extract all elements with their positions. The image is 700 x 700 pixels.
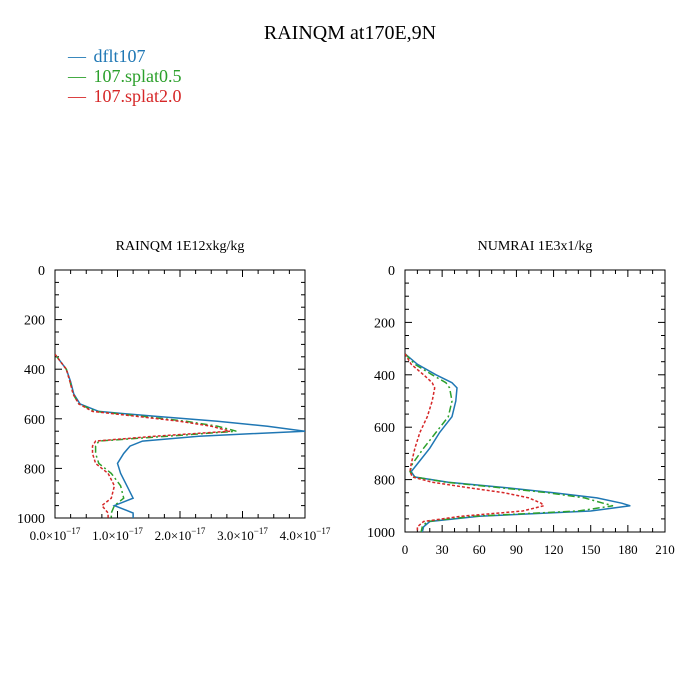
x-tick-label: 0.0×10−17	[30, 526, 81, 543]
legend-label-1: 107.splat0.5	[94, 66, 182, 86]
y-tick-label: 400	[374, 369, 395, 384]
y-tick-label: 800	[24, 462, 45, 477]
numrai-panel: NUMRAI 1E3x1/kg 0 200 400 600 800 1000 0 30 60 90 1…	[367, 239, 675, 557]
x-tick-label: 4.0×10−17	[280, 526, 331, 543]
panel-title: RAINQM 1E12xkg/kg	[116, 239, 245, 254]
y-tick-label: 600	[374, 421, 395, 436]
figure-title: RAINQM at170E,9N	[264, 22, 436, 44]
y-tick-label: 200	[24, 314, 45, 329]
series-line-107.splat2.0	[405, 353, 546, 532]
series-line-107.splat0.5	[405, 353, 614, 532]
legend-symbol-2: —	[67, 86, 87, 106]
series-line-107.splat0.5	[55, 353, 237, 518]
x-tick-label: 30	[436, 542, 449, 557]
y-tick-label: 0	[388, 264, 395, 279]
x-tick-label: 0	[402, 542, 409, 557]
legend-entry-2: — 107.splat2.0	[67, 86, 182, 106]
series-line-dflt107	[405, 353, 631, 532]
plot-frame	[404, 269, 666, 533]
y-tick-label: 200	[374, 316, 395, 331]
legend-label-2: 107.splat2.0	[94, 86, 182, 106]
x-tick-label: 3.0×10−17	[217, 526, 268, 543]
x-tick-label: 2.0×10−17	[155, 526, 206, 543]
x-tick-label: 120	[544, 542, 564, 557]
y-tick-label: 400	[24, 363, 45, 378]
legend-symbol-0: —	[67, 46, 87, 66]
x-tick-label: 90	[510, 542, 523, 557]
rainqm-panel: RAINQM 1E12xkg/kg 0 200 400 600 800 10000.0×10…	[17, 239, 331, 543]
x-tick-label: 60	[473, 542, 486, 557]
legend-symbol-1: —	[67, 66, 87, 86]
legend-entry-0: — dflt107	[67, 46, 146, 66]
series-line-107.splat2.0	[55, 353, 231, 518]
plot-frame	[54, 269, 306, 519]
x-tick-label: 150	[581, 542, 601, 557]
x-tick-label: 1.0×10−17	[92, 526, 143, 543]
legend-entry-1: — 107.splat0.5	[67, 66, 182, 86]
x-tick-label: 180	[618, 542, 638, 557]
legend: — dflt107 — 107.splat0.5 — 107.splat2.0	[67, 46, 182, 106]
x-tick-label: 210	[655, 542, 675, 557]
y-tick-label: 0	[38, 264, 45, 279]
series-line-dflt107	[55, 353, 305, 518]
y-tick-label: 1000	[17, 512, 45, 527]
y-tick-label: 800	[374, 474, 395, 489]
legend-label-0: dflt107	[94, 46, 146, 66]
y-tick-label: 1000	[367, 526, 395, 541]
y-tick-label: 600	[24, 413, 45, 428]
panel-title: NUMRAI 1E3x1/kg	[478, 239, 593, 254]
